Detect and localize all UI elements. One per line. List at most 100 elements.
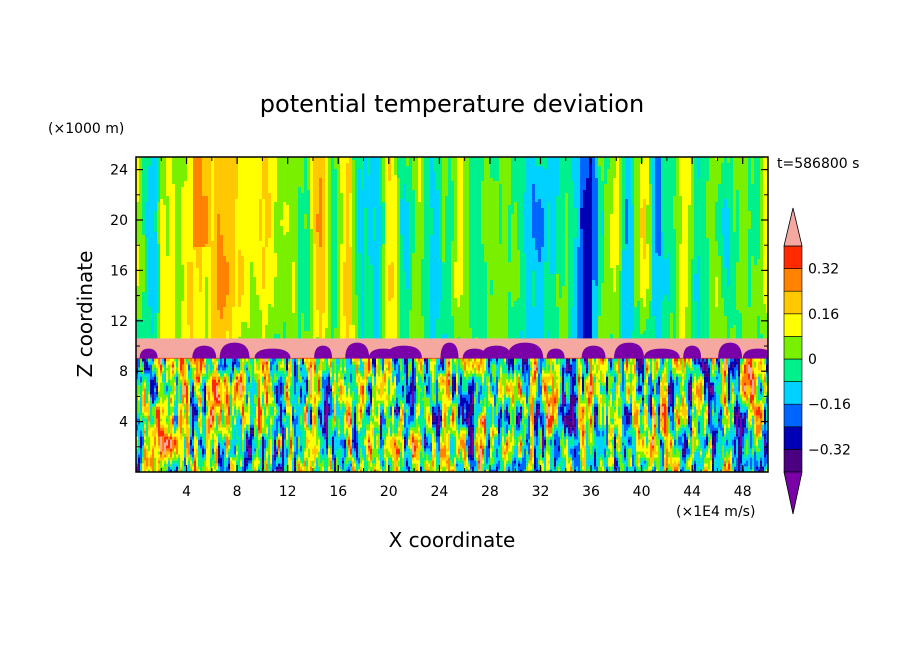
field-cell	[232, 424, 234, 440]
field-cell	[614, 418, 616, 422]
field-cell	[344, 370, 346, 374]
field-cell	[210, 400, 212, 407]
field-cell	[522, 406, 524, 419]
field-cell	[488, 358, 490, 365]
field-cell	[608, 364, 610, 374]
field-cell	[554, 403, 556, 407]
field-cell	[404, 382, 406, 404]
field-cell	[554, 391, 556, 395]
field-cell	[214, 433, 216, 440]
field-cell	[166, 367, 168, 371]
field-cell	[594, 451, 596, 467]
field-cell	[706, 181, 709, 238]
field-cell	[330, 385, 332, 389]
field-cell	[442, 418, 444, 422]
field-cell	[304, 379, 306, 383]
field-cell	[278, 361, 280, 371]
field-cell	[436, 454, 438, 472]
field-cell	[582, 403, 584, 407]
field-cell	[454, 373, 456, 377]
field-cell	[490, 427, 492, 437]
field-cell	[550, 439, 552, 446]
field-cell	[250, 448, 252, 455]
field-cell	[164, 382, 166, 395]
field-cell	[442, 427, 444, 443]
field-cell	[142, 382, 144, 392]
field-cell	[468, 463, 470, 467]
field-cell	[594, 430, 596, 434]
field-cell	[230, 415, 232, 428]
field-cell	[576, 406, 578, 416]
field-cell	[612, 427, 614, 434]
field-cell	[493, 157, 496, 181]
field-cell	[554, 406, 556, 413]
field-cell	[186, 379, 188, 383]
field-cell	[416, 433, 418, 437]
field-cell	[262, 436, 264, 440]
field-cell	[232, 397, 234, 407]
field-cell	[334, 457, 336, 461]
field-cell	[168, 379, 170, 416]
field-cell	[144, 388, 146, 407]
field-cell	[350, 412, 352, 419]
field-cell	[410, 394, 412, 407]
field-cell	[174, 430, 176, 434]
lower-layer-field	[136, 358, 768, 472]
field-cell	[506, 364, 508, 368]
field-cell	[280, 451, 282, 458]
field-cell	[200, 412, 202, 419]
field-cell	[532, 376, 534, 383]
field-cell	[556, 382, 558, 389]
field-cell	[354, 463, 356, 467]
field-cell	[306, 427, 308, 431]
field-cell	[438, 382, 440, 389]
field-cell	[476, 433, 478, 437]
field-cell	[190, 445, 192, 455]
field-cell	[538, 430, 540, 437]
field-cell	[606, 376, 608, 392]
field-cell	[526, 433, 528, 440]
field-cell	[486, 415, 488, 428]
field-cell	[276, 457, 278, 461]
field-cell	[241, 256, 244, 295]
field-cell	[158, 400, 160, 404]
field-cell	[482, 448, 484, 455]
field-cell	[224, 382, 226, 386]
field-cell	[356, 388, 358, 395]
field-cell	[506, 391, 508, 395]
field-cell	[336, 364, 338, 383]
field-cell	[426, 382, 428, 386]
field-cell	[332, 454, 334, 461]
field-cell	[544, 466, 546, 472]
field-cell	[439, 301, 442, 339]
field-cell	[158, 391, 160, 398]
field-cell	[626, 385, 628, 395]
field-cell	[272, 406, 274, 416]
field-cell	[170, 358, 172, 365]
field-cell	[370, 265, 373, 339]
field-cell	[272, 427, 274, 437]
field-cell	[306, 436, 308, 449]
field-cell	[212, 421, 214, 425]
field-cell	[626, 406, 628, 410]
field-cell	[196, 439, 198, 449]
field-cell	[595, 157, 598, 178]
field-cell	[434, 361, 436, 365]
field-cell	[594, 421, 596, 425]
field-cell	[283, 202, 286, 235]
field-cell	[520, 385, 522, 389]
field-cell	[318, 451, 320, 467]
field-cell	[475, 337, 478, 339]
field-cell	[274, 457, 276, 461]
field-cell	[370, 403, 372, 407]
field-cell	[445, 334, 448, 339]
field-cell	[218, 445, 220, 449]
field-cell	[614, 373, 616, 377]
field-cell	[306, 403, 308, 407]
field-cell	[204, 367, 206, 371]
field-cell	[178, 454, 180, 458]
field-cell	[306, 457, 308, 461]
field-cell	[264, 394, 266, 404]
field-cell	[434, 457, 436, 472]
field-cell	[148, 400, 150, 416]
